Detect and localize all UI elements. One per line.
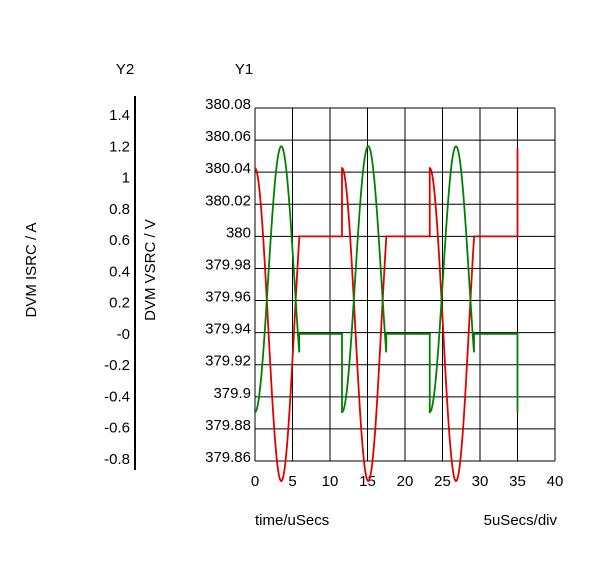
y2-tick-label-6: 0.2 [109, 295, 130, 312]
y2-tick-label-1: 1.2 [109, 138, 130, 155]
y2-tick-label-9: -0.4 [104, 388, 130, 405]
x-tick-label-2: 10 [322, 473, 339, 490]
x-axis-group: 0 5 10 15 20 25 30 35 40 [251, 473, 564, 490]
y2-tick-label-2: 1 [122, 170, 130, 187]
y2-tick-label-8: -0.2 [104, 357, 130, 374]
x-axis-label: time/uSecs [255, 512, 329, 529]
series-line-0 [254, 148, 519, 483]
y1-tick-label-8: 379.92 [205, 353, 251, 370]
y2-tick-label-11: -0.8 [104, 451, 130, 468]
y2-tick-label-3: 0.8 [109, 201, 130, 218]
y1-tick-label-9: 379.9 [213, 385, 251, 402]
y1-tick-label-4: 380 [226, 224, 251, 241]
y1-tick-label-5: 379.98 [205, 256, 251, 273]
y2-tick-label-0: 1.4 [109, 107, 130, 124]
y1-axis-group: 380.08 380.06 380.04 380.02 380 379.98 379.96 3… [205, 96, 251, 466]
y1-tick-label-6: 379.96 [205, 289, 251, 306]
y1-tick-label-3: 380.02 [205, 192, 251, 209]
y2-tick-label-10: -0.6 [104, 420, 130, 437]
x-tick-label-7: 35 [509, 473, 526, 490]
series-group [254, 145, 519, 483]
y2-tick-label-7: -0 [117, 326, 130, 343]
plot-grid [254, 107, 556, 462]
x-tick-label-5: 25 [434, 473, 451, 490]
x-tick-label-6: 30 [472, 473, 489, 490]
y2-tick-label-5: 0.4 [109, 263, 130, 280]
y1-tick-label-1: 380.06 [205, 128, 251, 145]
y2-axis-group: 1.4 1.2 1 0.8 0.6 0.4 0.2 -0 -0.2 -0.4 -0.6 -0.8 [104, 96, 136, 470]
y2-tick-label-4: 0.6 [109, 232, 130, 249]
y2-axis-header: Y2 [116, 61, 134, 78]
y1-tick-label-7: 379.94 [205, 321, 251, 338]
y2-axis-label: DVM ISRC / A [23, 222, 40, 317]
y1-tick-label-0: 380.08 [205, 96, 251, 113]
y1-tick-label-10: 379.88 [205, 417, 251, 434]
x-tick-label-0: 0 [251, 473, 259, 490]
x-tick-label-4: 20 [397, 473, 414, 490]
y1-tick-label-2: 380.04 [205, 160, 251, 177]
series-line-1 [254, 145, 519, 414]
x-tick-label-1: 5 [288, 473, 296, 490]
y1-axis-header: Y1 [235, 61, 253, 78]
x-tick-label-8: 40 [547, 473, 564, 490]
y1-tick-label-11: 379.86 [205, 449, 251, 466]
x-scale-note: 5uSecs/div [484, 512, 558, 529]
y1-axis-label: DVM VSRC / V [142, 219, 159, 321]
